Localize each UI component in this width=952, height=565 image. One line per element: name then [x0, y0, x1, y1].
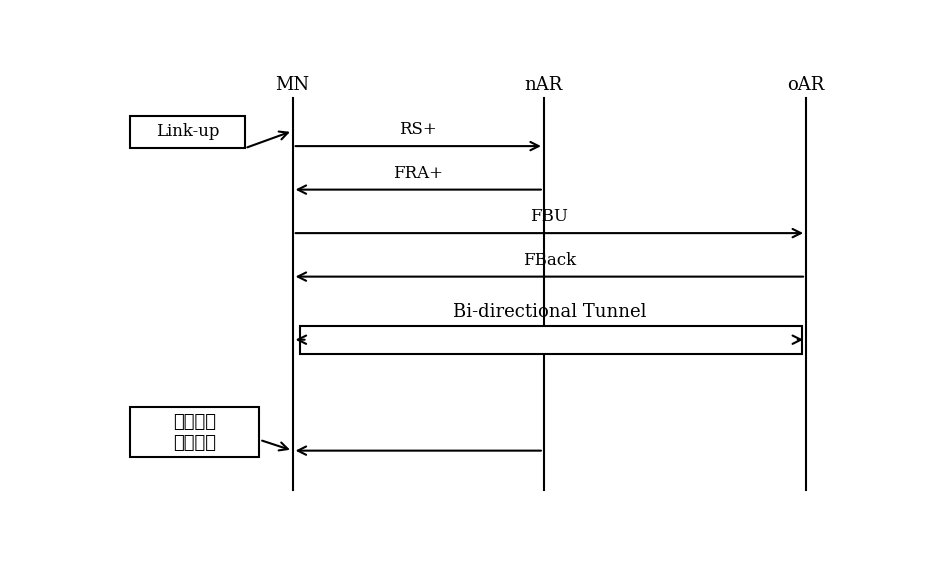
- Text: oAR: oAR: [786, 76, 823, 94]
- Text: FBU: FBU: [530, 208, 567, 225]
- Text: nAR: nAR: [525, 76, 563, 94]
- Text: MN: MN: [275, 76, 309, 94]
- Text: 绑定更新
过程完成: 绑定更新 过程完成: [173, 413, 216, 451]
- Bar: [130, 407, 259, 457]
- Text: FRA+: FRA+: [393, 165, 443, 182]
- Text: Link-up: Link-up: [155, 124, 219, 141]
- Text: Bi-directional Tunnel: Bi-directional Tunnel: [452, 303, 645, 321]
- Bar: [300, 325, 802, 354]
- Text: RS+: RS+: [399, 121, 437, 138]
- Text: FBack: FBack: [523, 252, 575, 269]
- Bar: [130, 116, 245, 148]
